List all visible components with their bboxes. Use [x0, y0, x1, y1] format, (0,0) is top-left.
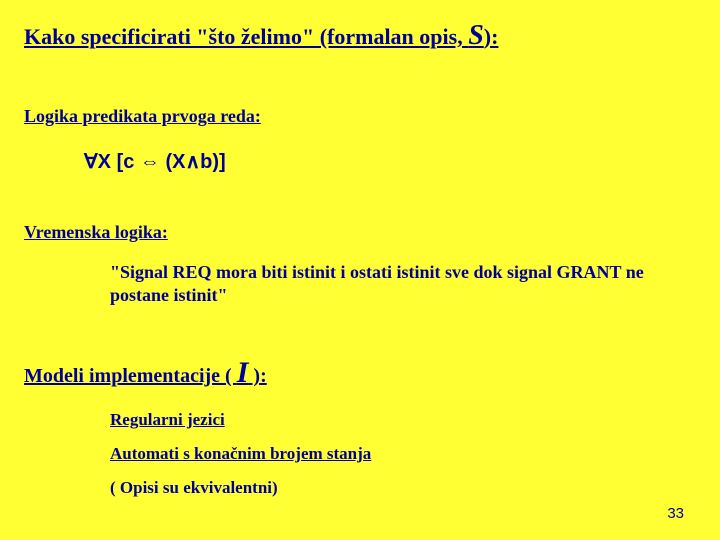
section1-heading: Logika predikata prvoga reda: [24, 106, 696, 127]
title-s-symbol: S [468, 20, 484, 51]
title-text-after: ): [484, 24, 499, 49]
section2-heading: Vremenska logika: [24, 222, 696, 243]
title-text-before: Kako specificirati "što želimo" (formala… [24, 24, 468, 49]
section3-text-after: ): [248, 365, 266, 387]
section3-item1: Regularni jezici [110, 410, 696, 430]
section3-note: ( Opisi su ekvivalentni) [110, 478, 696, 498]
section3-heading: Modeli implementacije ( I ): [24, 356, 696, 390]
page-number: 33 [667, 505, 684, 522]
temporal-logic-quote: "Signal REQ mora biti istinit i ostati i… [110, 261, 656, 306]
predicate-formula: ∀X [c ⇔ (X∧b)] [84, 149, 696, 174]
section3-i-symbol: I [237, 356, 249, 389]
slide-title: Kako specificirati "što želimo" (formala… [24, 18, 696, 54]
section3-text-before: Modeli implementacije ( [24, 365, 237, 387]
section3-item2: Automati s konačnim brojem stanja [110, 444, 696, 464]
